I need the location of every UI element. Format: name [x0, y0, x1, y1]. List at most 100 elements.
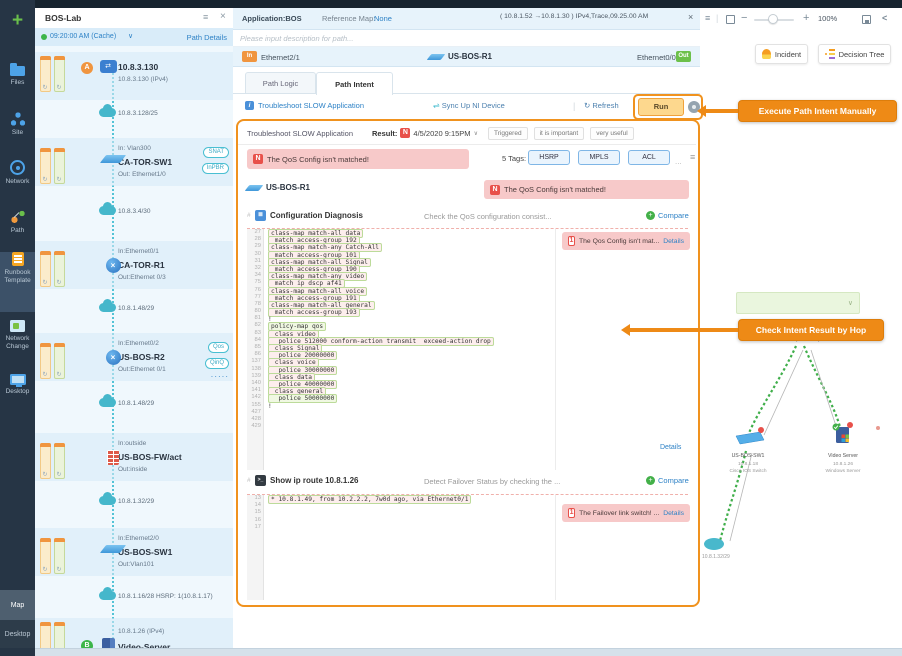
zoom-slider-knob[interactable]: [768, 14, 778, 24]
hop-row[interactable]: [35, 138, 233, 186]
drag-handle-icon[interactable]: #: [247, 212, 251, 219]
runbook-card[interactable]: [40, 148, 51, 184]
cloud-icon[interactable]: [99, 104, 116, 117]
runbook-card[interactable]: [40, 622, 51, 648]
zoom-out-icon[interactable]: −: [741, 12, 748, 24]
sidebar-item-path[interactable]: Path: [0, 210, 35, 250]
tab-path-intent[interactable]: Path Intent: [316, 72, 393, 95]
switch-icon[interactable]: [99, 155, 127, 163]
tab-list-icon[interactable]: ≡: [705, 13, 711, 23]
tag-hsrp[interactable]: HSRP: [528, 150, 570, 165]
reference-map-value[interactable]: None: [374, 14, 392, 23]
compare-button[interactable]: + Compare: [646, 211, 689, 220]
runbook-card[interactable]: [54, 148, 65, 184]
sidebar-item-runbook-template[interactable]: Runbook Template: [0, 252, 35, 312]
sidebar-item-desktop-bottom[interactable]: Desktop: [0, 620, 35, 648]
path-details-link[interactable]: Path Details: [186, 33, 227, 42]
cloud-icon[interactable]: [99, 202, 116, 215]
runbook-card[interactable]: [54, 622, 65, 648]
more-features-dots[interactable]: ·····: [210, 372, 229, 381]
hop-row[interactable]: [35, 333, 233, 381]
cloud-icon[interactable]: [99, 394, 116, 407]
runbook-card[interactable]: [54, 538, 65, 574]
runbook-card[interactable]: [40, 443, 51, 479]
runbook-card[interactable]: [54, 56, 65, 92]
runbook-card[interactable]: [40, 251, 51, 287]
hop-device-name[interactable]: US-BOS-FW/act: [118, 452, 182, 462]
tags-menu-icon[interactable]: ≡: [690, 152, 696, 162]
hop-row[interactable]: [35, 241, 233, 289]
fit-screen-icon[interactable]: [726, 15, 735, 24]
result-date[interactable]: 4/5/2020 9:15PM: [413, 128, 471, 138]
sidebar-item-files[interactable]: Files: [0, 62, 35, 102]
router-icon[interactable]: ×: [105, 350, 121, 365]
details-link[interactable]: Details: [660, 444, 682, 451]
close-icon[interactable]: ×: [220, 11, 226, 22]
trace-tab[interactable]: ( 10.8.1.52 →10.8.1.30 ) IPv4,Trace,09.2…: [500, 13, 649, 20]
server-icon[interactable]: [101, 638, 115, 648]
cloud-icon[interactable]: [99, 492, 116, 505]
run-button[interactable]: Run: [638, 98, 684, 116]
firewall-icon[interactable]: [107, 450, 119, 465]
runbook-card[interactable]: [40, 343, 51, 379]
topology-map[interactable]: HSRP: 1(10.8.1.17) 10.8.1.32/29 US-BOS-S…: [700, 315, 902, 560]
cloud-icon[interactable]: [99, 299, 116, 312]
share-icon[interactable]: <: [882, 13, 888, 23]
runbook-card[interactable]: [54, 343, 65, 379]
path-cache-time[interactable]: 09:20:00 AM (Cache): [50, 33, 117, 40]
sidebar-item-add[interactable]: +: [0, 11, 35, 44]
intent-link[interactable]: Troubleshoot SLOW Application: [258, 101, 365, 110]
hop-device-name[interactable]: CA-TOR-SW1: [118, 157, 173, 167]
panel-menu-icon[interactable]: ≡: [203, 12, 209, 22]
route-code-block[interactable]: 13 14 15 16 17 * 10.8.1.49, from 10.2.2.2, 7…: [247, 494, 690, 600]
sidebar-item-network-change[interactable]: Network Change: [0, 318, 35, 374]
decision-tree-button[interactable]: Decision Tree: [818, 44, 891, 64]
compare-button[interactable]: + Compare: [646, 476, 689, 485]
tab-path-logic[interactable]: Path Logic: [245, 72, 316, 94]
tag-mpls[interactable]: MPLS: [578, 150, 620, 165]
hop-row[interactable]: [35, 528, 233, 576]
trace-close-icon[interactable]: ×: [688, 12, 694, 22]
hop-row[interactable]: [35, 52, 233, 100]
feature-badge-snat[interactable]: SNAT: [203, 147, 229, 158]
runbook-card[interactable]: [54, 443, 65, 479]
runbook-card[interactable]: [54, 251, 65, 287]
hop-row[interactable]: [35, 618, 233, 648]
hop-device-header[interactable]: US-BOS-R1: [244, 183, 310, 192]
details-link[interactable]: Details: [663, 237, 684, 245]
sidebar-item-site[interactable]: Site: [0, 112, 35, 150]
config-code-block[interactable]: 27 28 29 30 31 32 34 75 76 77 78 80 81 82 83 84 85 86 137 1…: [247, 228, 690, 470]
runbook-card[interactable]: [40, 538, 51, 574]
zoom-in-icon[interactable]: +: [803, 12, 810, 24]
code-line: match ip dscp af41: [268, 279, 553, 289]
sidebar-item-network[interactable]: Network: [0, 160, 35, 200]
feature-badge-qos[interactable]: Qos: [207, 342, 229, 353]
refresh-button[interactable]: ↻ Refresh: [584, 101, 619, 110]
cli-icon: >_: [255, 475, 266, 486]
tags-more[interactable]: ...: [675, 157, 682, 166]
endpoint-device[interactable]: US-BOS-R1: [426, 52, 492, 61]
router-icon[interactable]: ×: [105, 258, 121, 273]
feature-badge-qinq[interactable]: QinQ: [204, 358, 229, 369]
feature-badge-inpbr[interactable]: InPBR: [201, 163, 229, 174]
hop-device-name[interactable]: CA-TOR-R1: [118, 260, 165, 270]
result-chevron-down-icon[interactable]: ∨: [473, 130, 478, 137]
save-icon[interactable]: [862, 15, 871, 24]
host-icon[interactable]: ⇄: [99, 60, 117, 73]
tag-acl[interactable]: ACL: [628, 150, 670, 165]
hop-device-name[interactable]: US-BOS-R2: [118, 352, 165, 362]
details-link[interactable]: Details: [663, 509, 684, 517]
sidebar-item-desktop[interactable]: Desktop: [0, 374, 35, 414]
map-note-box[interactable]: ∨: [736, 292, 860, 314]
cloud-icon[interactable]: [99, 587, 116, 600]
switch-icon[interactable]: [99, 545, 127, 553]
path-description-field[interactable]: Please input description for path...: [233, 30, 700, 47]
hop-row[interactable]: [35, 433, 233, 481]
hop-device-name[interactable]: US-BOS-SW1: [118, 547, 173, 557]
sync-ni-device-button[interactable]: ⇌ Sync Up NI Device: [433, 101, 505, 110]
runbook-card[interactable]: [40, 56, 51, 92]
incident-button[interactable]: Incident: [755, 44, 808, 64]
drag-handle-icon[interactable]: #: [247, 477, 251, 484]
sidebar-item-map[interactable]: Map: [0, 590, 35, 620]
chevron-down-icon[interactable]: ∨: [128, 33, 134, 40]
